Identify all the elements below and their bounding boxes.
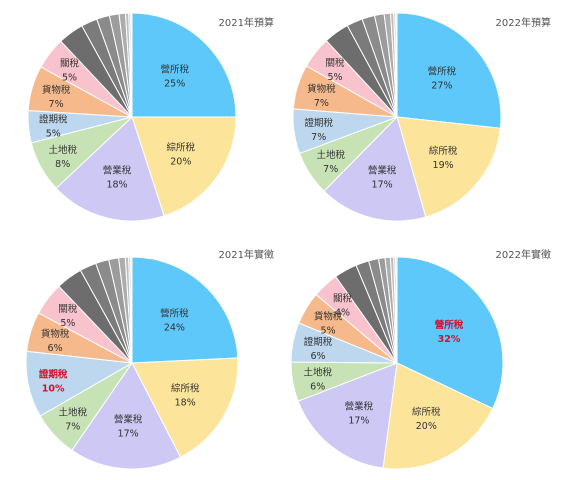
pie-slice-other-14 bbox=[395, 256, 398, 364]
pie-slice-other-14 bbox=[395, 12, 398, 118]
pie-chart-2022-budget: 2022年預算 營所稅 27% 綜所稅 19% 營業稅 17% 土地稅 7% 證期稅 7% 貨物稅 7… bbox=[292, 12, 551, 222]
pie-slice-corporate-tax bbox=[131, 256, 239, 364]
slice-label: 土地稅 bbox=[303, 366, 332, 378]
slice-label: 土地稅 bbox=[48, 144, 77, 156]
pie-slice-business-tax bbox=[71, 362, 182, 470]
slice-label: 營所稅 bbox=[160, 308, 189, 320]
slice-value-label: 20% bbox=[170, 157, 191, 168]
pie-slice-other-14 bbox=[130, 256, 133, 364]
pie-chart-2021-budget: 2021年預算 營所稅25%綜所稅20%營業稅18%土地稅8%證期稅5%貨物稅7… bbox=[27, 12, 274, 222]
slice-value-label: 17% bbox=[348, 415, 369, 426]
slice-label: 營業稅 bbox=[114, 413, 143, 425]
slice-label: 綜所稅 bbox=[429, 145, 458, 157]
slice-label: 關稅 bbox=[333, 293, 353, 305]
slice-label: 關稅 bbox=[60, 58, 80, 70]
slice-value-label: 7% bbox=[314, 98, 329, 109]
slice-label: 貨物稅 bbox=[42, 84, 71, 96]
slice-value-label: 6% bbox=[48, 343, 63, 354]
slice-label: 證期稅 bbox=[304, 336, 333, 348]
slice-value-label: 18% bbox=[106, 179, 127, 190]
chart-title: 2022年預算 bbox=[496, 16, 551, 29]
slice-label: 綜所稅 bbox=[167, 142, 196, 154]
pie-chart-2022-actual: 2022年實徵 營所稅 32% 綜所稅 20% 營業稅 17% 土地稅 6% 證期稅 6% 貨物稅 5… bbox=[290, 248, 551, 470]
pie-slice-business-tax bbox=[297, 362, 398, 469]
slice-value-label: 32% bbox=[438, 334, 461, 345]
slice-label: 綜所稅 bbox=[171, 383, 200, 395]
slice-value-label: 7% bbox=[65, 422, 80, 433]
pie-slice-corporate-tax bbox=[396, 12, 502, 129]
pie-slice-corporate-tax bbox=[396, 256, 504, 410]
pie-slice-income-tax bbox=[131, 116, 237, 217]
slice-label: 營業稅 bbox=[103, 164, 132, 176]
slice-label: 關稅 bbox=[58, 303, 78, 315]
pie-slice-business-tax bbox=[323, 116, 427, 222]
pie-slice-income-tax bbox=[131, 357, 239, 458]
pie-slice-income-tax bbox=[396, 116, 501, 218]
slice-value-label: 5% bbox=[62, 73, 77, 84]
slice-label: 營業稅 bbox=[368, 165, 397, 177]
slice-label: 貨物稅 bbox=[307, 83, 336, 95]
slice-value-label: 7% bbox=[311, 132, 326, 143]
pie-slice-income-tax bbox=[382, 362, 494, 470]
slice-label: 營所稅 bbox=[435, 319, 464, 331]
slice-label: 綜所稅 bbox=[412, 406, 441, 418]
slice-label: 貨物稅 bbox=[314, 310, 343, 322]
slice-value-label: 5% bbox=[60, 318, 75, 329]
slice-value-label: 5% bbox=[321, 325, 336, 336]
slice-label: 土地稅 bbox=[59, 407, 88, 419]
slice-value-label: 7% bbox=[49, 99, 64, 110]
slice-value-label: 24% bbox=[164, 323, 185, 334]
chart-title: 2021年實徵 bbox=[219, 248, 274, 261]
slice-value-label: 17% bbox=[372, 180, 393, 191]
slice-label: 證期稅 bbox=[39, 369, 68, 381]
slice-value-label: 10% bbox=[42, 384, 65, 395]
pie-slice-other-14 bbox=[130, 12, 133, 118]
slice-label: 證期稅 bbox=[304, 117, 333, 129]
slice-value-label: 20% bbox=[416, 421, 437, 432]
slice-value-label: 25% bbox=[164, 78, 185, 89]
slice-value-label: 5% bbox=[327, 72, 342, 83]
slice-label: 土地稅 bbox=[316, 149, 345, 161]
slice-value-label: 4% bbox=[335, 308, 350, 319]
slice-label: 營所稅 bbox=[160, 63, 189, 75]
chart-title: 2022年實徵 bbox=[496, 248, 551, 261]
pie-slice-business-tax bbox=[55, 116, 165, 222]
slice-value-label: 19% bbox=[433, 160, 454, 171]
slice-value-label: 6% bbox=[310, 351, 325, 362]
slice-value-label: 27% bbox=[431, 81, 452, 92]
slice-value-label: 18% bbox=[175, 398, 196, 409]
slice-label: 營業稅 bbox=[345, 400, 374, 412]
slice-label: 證期稅 bbox=[39, 113, 68, 125]
slice-value-label: 17% bbox=[118, 428, 139, 439]
chart-title: 2021年預算 bbox=[219, 16, 274, 29]
slice-label: 營所稅 bbox=[428, 66, 457, 78]
pie-slice-corporate-tax bbox=[131, 12, 237, 118]
slice-value-label: 8% bbox=[55, 159, 70, 170]
slice-label: 關稅 bbox=[325, 57, 345, 69]
pie-chart-2021-actual: 2021年實徵 營所稅 24% 綜所稅 18% 營業稅 17% 土地稅 7% 證期稅 10% 貨物稅… bbox=[25, 248, 274, 470]
slice-label: 貨物稅 bbox=[41, 328, 70, 340]
slice-value-label: 7% bbox=[323, 164, 338, 175]
slice-value-label: 6% bbox=[310, 381, 325, 392]
slice-value-label: 5% bbox=[46, 128, 61, 139]
